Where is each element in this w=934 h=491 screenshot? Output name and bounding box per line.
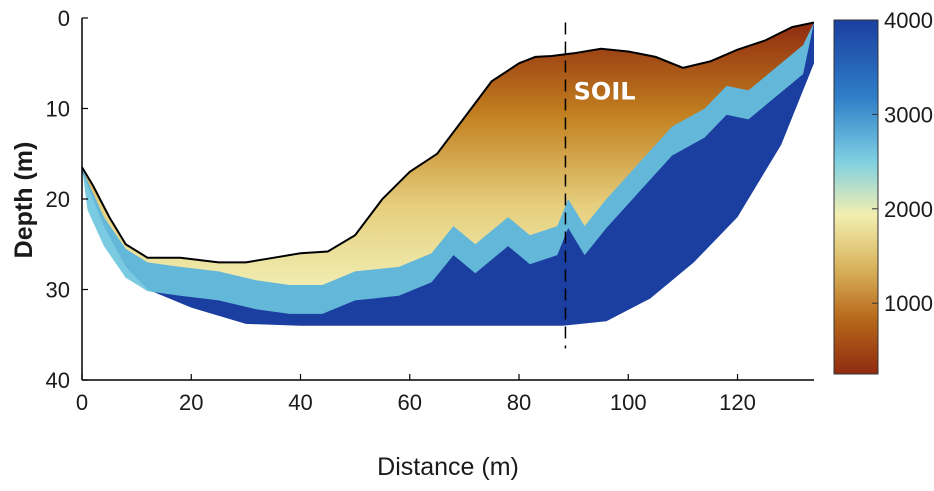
y-tick-label: 0 (58, 6, 70, 31)
x-axis-ticks: 0 20 40 60 80 100 120 (76, 374, 756, 415)
x-axis-label: Distance (m) (377, 453, 519, 481)
x-tick-label: 60 (398, 390, 422, 415)
x-tick-label: 0 (76, 390, 88, 415)
x-tick-label: 100 (610, 390, 647, 415)
soil-annotation: SOIL (574, 77, 636, 105)
plot-area: SOIL 0 20 40 60 80 100 120 0 10 20 30 40 (46, 6, 814, 415)
y-axis-ticks: 0 10 20 30 40 (46, 6, 88, 393)
x-tick-label: 120 (719, 390, 756, 415)
x-tick-label: 80 (507, 390, 531, 415)
colorbar-tick-label: 2000 (884, 197, 933, 222)
colorbar: 1000 2000 3000 4000 (833, 8, 933, 375)
y-axis-label: Depth (m) (10, 142, 38, 259)
y-tick-label: 20 (46, 187, 70, 212)
y-tick-label: 40 (46, 368, 70, 393)
soil-velocity-zone (82, 22, 814, 285)
colorbar-gradient (833, 19, 879, 375)
colorbar-tick-label: 3000 (884, 102, 933, 127)
colorbar-tick-label: 4000 (884, 8, 933, 33)
y-tick-label: 10 (46, 97, 70, 122)
y-tick-label: 30 (46, 278, 70, 303)
x-tick-label: 40 (288, 390, 312, 415)
colorbar-ticks: 1000 2000 3000 4000 (872, 8, 933, 316)
colorbar-tick-label: 1000 (884, 291, 933, 316)
surface-profile-line (82, 21, 814, 264)
x-tick-label: 20 (179, 390, 203, 415)
